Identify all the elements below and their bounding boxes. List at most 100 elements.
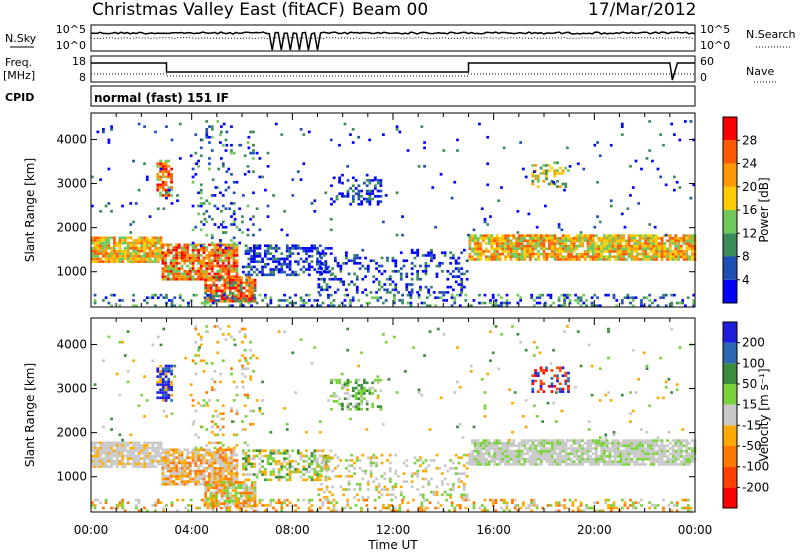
- range-cell: [202, 469, 206, 473]
- range-cell: [594, 463, 598, 466]
- range-cell: [221, 243, 225, 247]
- range-cell: [651, 159, 654, 163]
- range-cell: [154, 244, 157, 248]
- range-cell: [230, 469, 233, 473]
- range-cell: [202, 251, 206, 255]
- range-cell: [205, 128, 209, 131]
- range-cell: [113, 252, 116, 255]
- range-cell: [167, 277, 170, 281]
- range-cell: [630, 444, 634, 448]
- range-cell: [145, 175, 149, 179]
- range-cell: [250, 255, 253, 258]
- range-cell: [229, 299, 232, 303]
- range-cell: [539, 463, 543, 466]
- range-cell: [652, 236, 656, 240]
- range-cell: [151, 465, 155, 468]
- range-cell: [625, 239, 628, 243]
- range-cell: [167, 396, 171, 400]
- range-cell: [169, 243, 173, 247]
- range-cell: [592, 242, 595, 245]
- range-cell: [93, 299, 97, 302]
- range-cell: [93, 236, 97, 240]
- range-cell: [688, 460, 691, 464]
- range-cell: [91, 239, 94, 242]
- range-cell: [250, 299, 254, 303]
- range-cell: [660, 441, 664, 445]
- range-cell: [365, 400, 369, 403]
- range-cell: [460, 251, 464, 255]
- range-cell: [649, 449, 653, 453]
- noise-tick-low-right: 10^0: [700, 39, 730, 52]
- range-cell: [188, 480, 192, 483]
- range-cell: [274, 260, 278, 263]
- range-cell: [692, 293, 696, 297]
- range-cell: [545, 457, 549, 461]
- range-cell: [334, 256, 337, 260]
- range-cell: [616, 247, 620, 251]
- range-cell: [96, 252, 100, 255]
- range-cell: [323, 496, 326, 499]
- range-cell: [491, 296, 495, 300]
- range-cell: [230, 251, 233, 255]
- range-cell: [365, 197, 369, 201]
- range-cell: [438, 467, 442, 470]
- range-cell: [479, 258, 483, 261]
- range-cell: [579, 231, 583, 234]
- range-cell: [205, 275, 209, 278]
- range-cell: [99, 465, 102, 468]
- range-cell: [405, 285, 409, 289]
- range-cell: [288, 247, 292, 250]
- range-cell: [454, 280, 458, 284]
- range-cell: [186, 464, 189, 468]
- range-cell: [677, 444, 680, 448]
- range-cell: [220, 125, 223, 128]
- range-cell: [132, 452, 135, 455]
- range-cell: [197, 248, 200, 252]
- range-cell: [353, 283, 356, 286]
- range-cell: [517, 247, 521, 251]
- range-cell: [685, 455, 689, 458]
- range-cell: [169, 453, 173, 457]
- range-cell: [294, 270, 297, 274]
- range-cell: [479, 441, 483, 445]
- range-cell: [537, 439, 540, 442]
- range-cell: [234, 481, 238, 484]
- range-cell: [685, 250, 689, 253]
- range-cell: [608, 452, 612, 456]
- range-cell: [202, 467, 206, 470]
- range-cell: [164, 167, 168, 171]
- range-cell: [202, 275, 206, 278]
- range-cell: [428, 293, 432, 297]
- range-cell: [169, 482, 173, 486]
- range-cell: [247, 457, 251, 460]
- range-cell: [213, 264, 217, 268]
- range-cell: [283, 452, 286, 455]
- range-cell: [537, 258, 540, 261]
- range-cell: [545, 169, 548, 173]
- range-cell: [567, 447, 571, 450]
- range-cell: [496, 252, 499, 256]
- range-cell: [215, 289, 218, 293]
- range-cell: [474, 439, 477, 442]
- range-cell: [377, 490, 381, 494]
- range-cell: [164, 453, 167, 457]
- range-cell: [471, 457, 474, 461]
- range-cell: [266, 151, 270, 155]
- range-cell: [331, 272, 334, 276]
- range-cell: [352, 176, 355, 180]
- range-cell: [575, 447, 579, 450]
- range-cell: [564, 234, 568, 237]
- range-cell: [328, 459, 332, 462]
- range-cell: [663, 242, 667, 245]
- range-cell: [96, 260, 100, 263]
- range-cell: [668, 460, 672, 464]
- range-cell: [386, 291, 389, 294]
- range-cell: [542, 255, 546, 259]
- range-cell: [542, 369, 546, 372]
- range-cell: [247, 478, 251, 482]
- range-cell: [578, 457, 582, 461]
- range-cell: [668, 457, 672, 461]
- range-cell: [234, 281, 238, 285]
- range-cell: [364, 472, 367, 475]
- range-cell: [487, 236, 491, 240]
